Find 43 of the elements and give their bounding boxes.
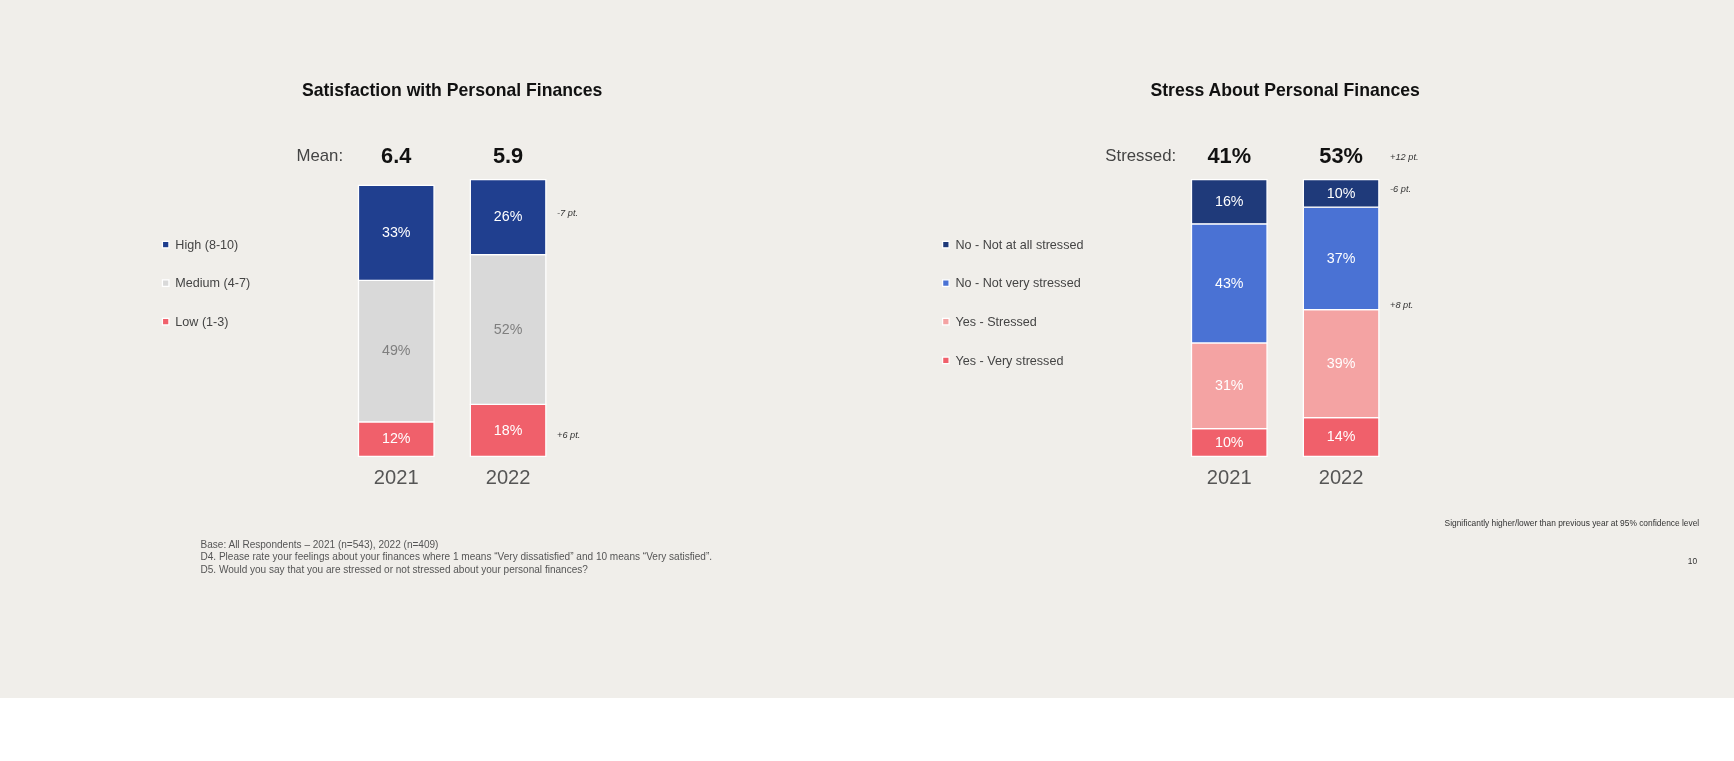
data-label: 14%	[1326, 428, 1356, 445]
data-label: 43%	[1215, 274, 1244, 291]
chart-title: Satisfaction with Personal Finances	[301, 79, 603, 100]
legend-label: Yes - Stressed	[955, 314, 1037, 329]
text: D5. Would you say that you are stressed or not stressed about your personal finances?	[200, 563, 589, 575]
legend-label: High (8-10)	[175, 237, 239, 252]
legend-label: Low (1-3)	[175, 314, 229, 329]
legend-label: No - Not at all stressed	[955, 237, 1084, 252]
annotation: -7 pt.	[557, 207, 579, 218]
annotation: -6 pt.	[1390, 184, 1412, 195]
x-tick-label: 2022	[1318, 466, 1364, 489]
text: Base: All Respondents – 2021 (n=543), 2022 (n=409)	[200, 538, 439, 550]
text: D4. Please rate your feelings about your finances where 1 means “Very dissatisfied” and 10 means “Very satisfied”.	[200, 551, 713, 563]
data-label: 49%	[381, 342, 411, 359]
data-label: 12%	[381, 430, 411, 447]
data-label: 52%	[493, 320, 523, 337]
text: Stressed:	[1105, 146, 1177, 166]
data-label: 37%	[1326, 249, 1356, 266]
data-label: 10%	[1215, 433, 1244, 450]
text: 10	[1687, 555, 1698, 566]
text: +12 pt.	[1390, 152, 1419, 163]
legend-label: Yes - Very stressed	[955, 353, 1064, 368]
data-label: 16%	[1215, 192, 1244, 209]
data-label: 31%	[1215, 376, 1244, 393]
x-tick-label: 2022	[485, 466, 531, 489]
legend-label: Medium (4-7)	[175, 276, 251, 291]
annotation: +8 pt.	[1390, 299, 1414, 310]
chart-title: Stress About Personal Finances	[1150, 79, 1421, 100]
legend-label: No - Not very stressed	[955, 276, 1081, 291]
annotation: +6 pt.	[557, 429, 581, 440]
text: 41%	[1207, 142, 1252, 168]
data-label: 18%	[493, 421, 523, 438]
text: Significantly higher/lower than previous year at 95% confidence level	[1444, 518, 1700, 529]
x-tick-label: 2021	[1206, 466, 1252, 489]
text: 5.9	[492, 142, 524, 168]
text: 6.4	[381, 142, 412, 168]
text: Mean:	[296, 146, 344, 166]
data-label: 26%	[493, 208, 523, 225]
x-tick-label: 2021	[373, 466, 419, 489]
text: 53%	[1319, 142, 1363, 168]
data-label: 39%	[1326, 354, 1356, 371]
data-label: 10%	[1326, 184, 1356, 201]
data-label: 33%	[381, 224, 411, 241]
